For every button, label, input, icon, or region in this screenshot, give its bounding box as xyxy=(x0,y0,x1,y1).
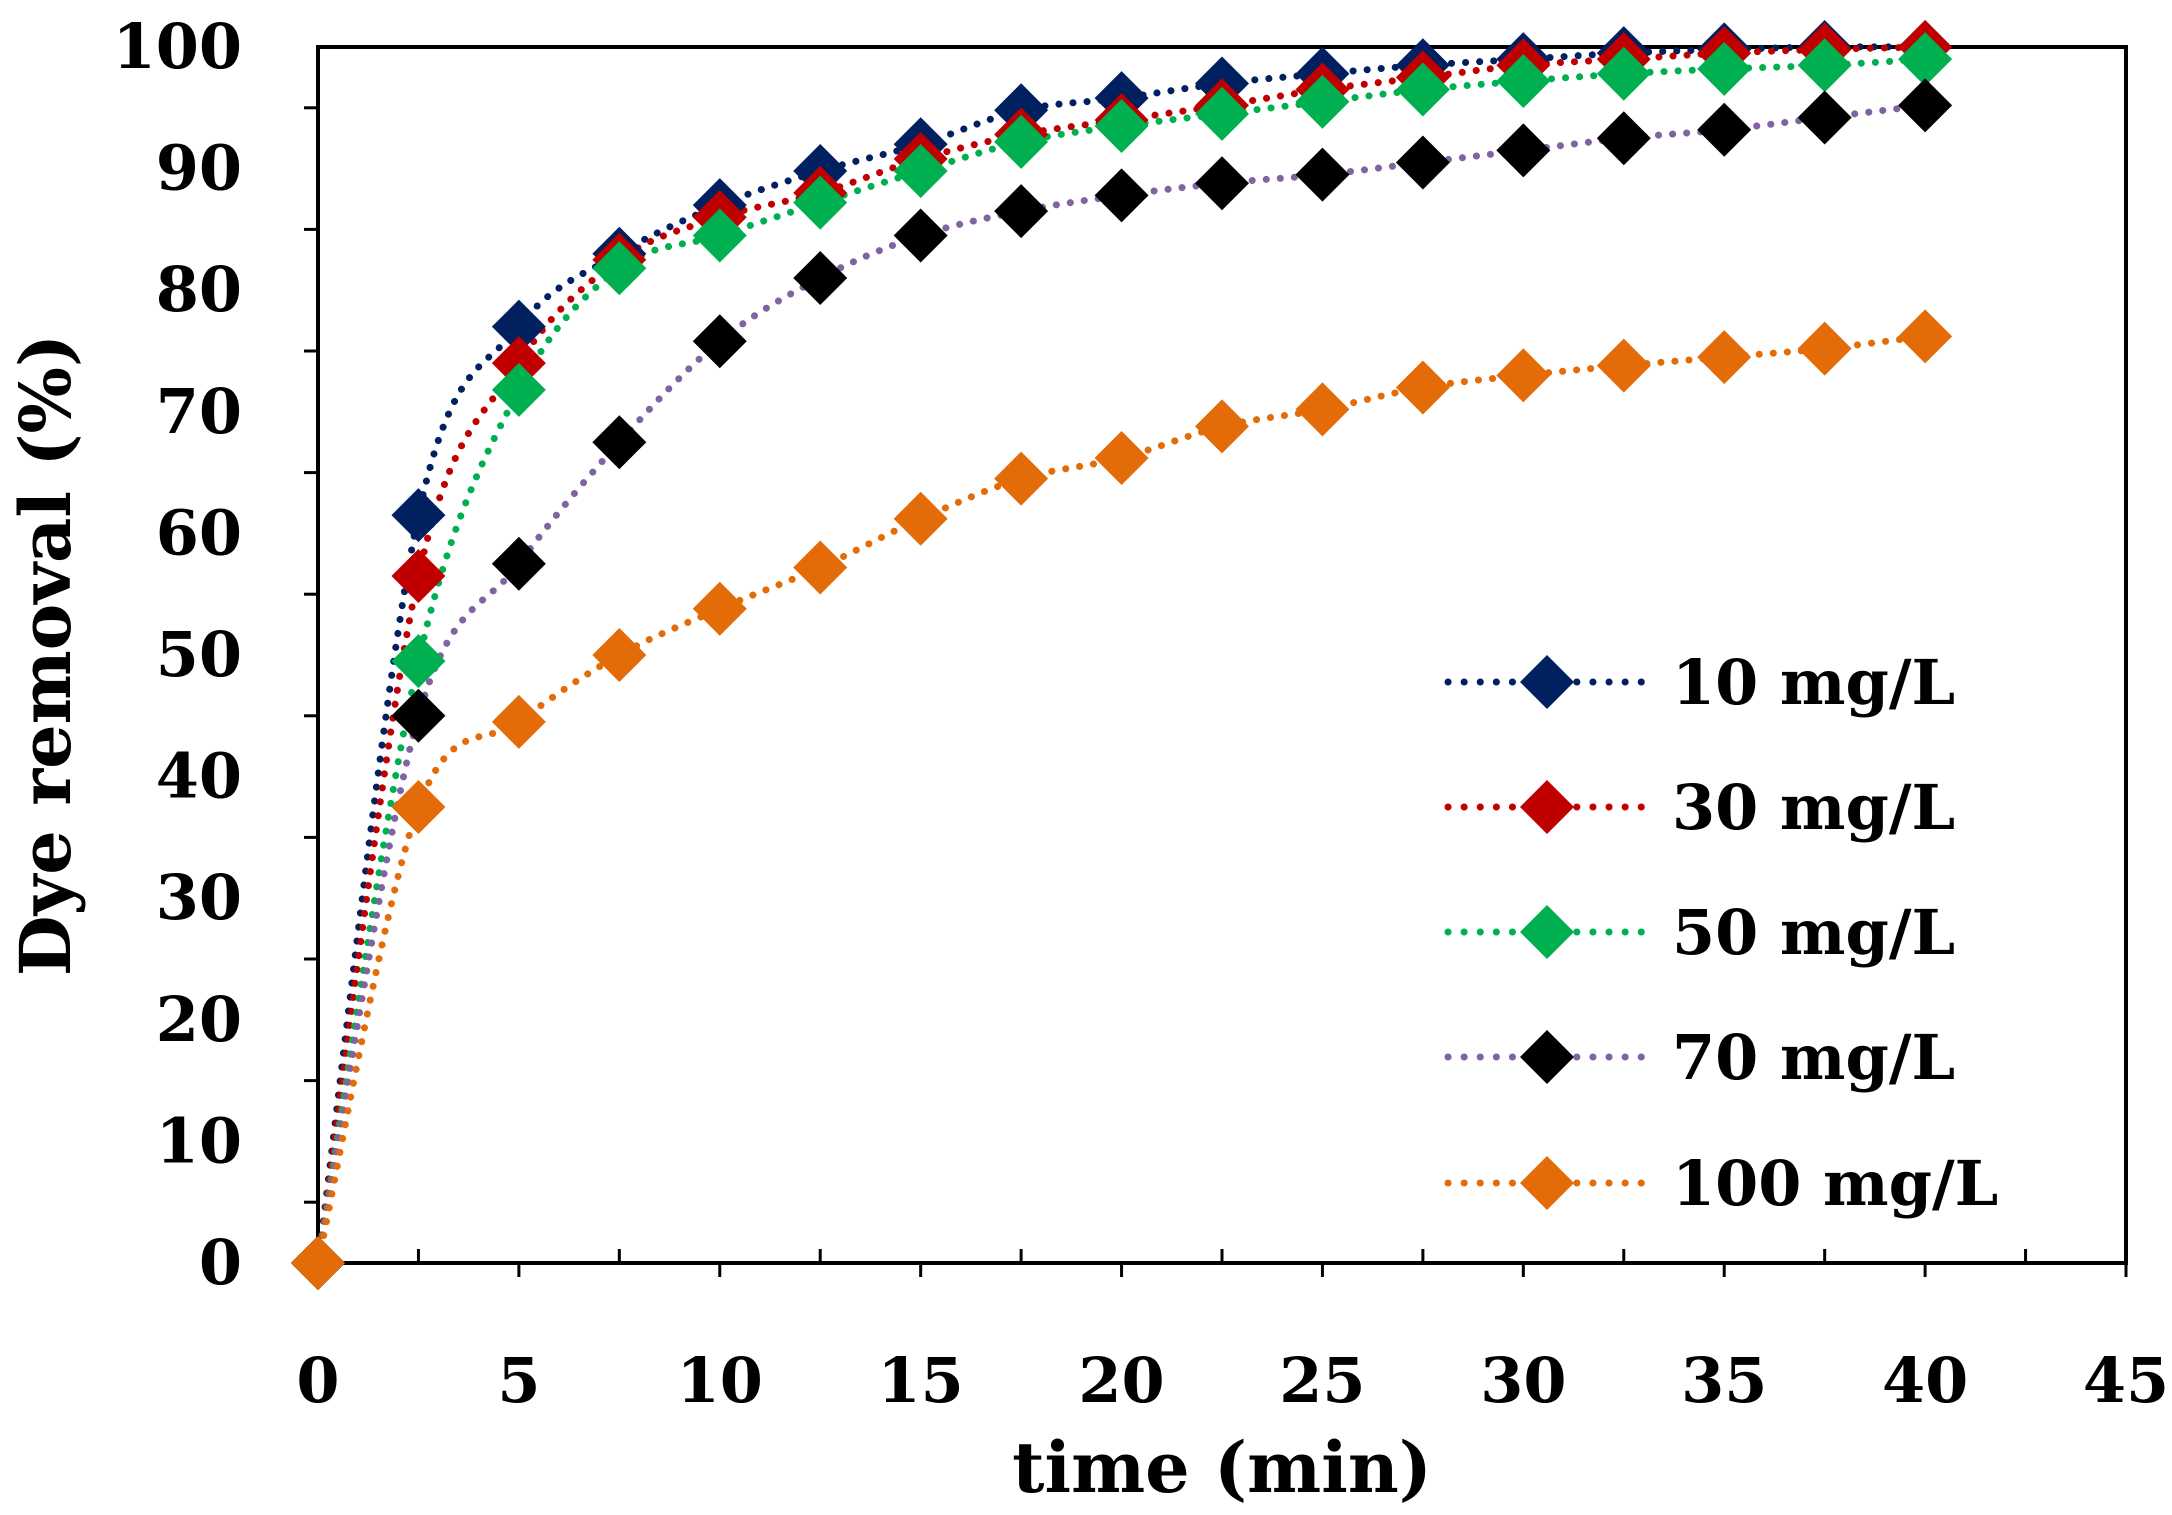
data-point xyxy=(592,628,647,682)
data-point xyxy=(994,184,1049,239)
data-point xyxy=(1596,46,1651,101)
legend-marker xyxy=(1520,1030,1574,1084)
data-point xyxy=(692,314,747,369)
data-point xyxy=(1797,321,1852,376)
data-point xyxy=(793,175,848,230)
legend-label: 10 mg/L xyxy=(1672,646,1955,719)
data-point xyxy=(1797,38,1852,93)
data-point xyxy=(1596,111,1651,166)
data-point xyxy=(692,208,747,263)
x-tick-label: 5 xyxy=(497,1344,540,1417)
y-tick-label: 10 xyxy=(156,1104,242,1177)
data-point xyxy=(1295,147,1350,202)
data-point xyxy=(1898,78,1953,133)
data-point xyxy=(1395,135,1450,190)
data-point xyxy=(1898,32,1953,87)
data-point xyxy=(893,144,948,199)
legend: 10 mg/L 30 mg/L 50 mg/L 70 mg/L 100 mg/L xyxy=(1444,646,1998,1220)
y-tick-label: 40 xyxy=(156,740,242,813)
data-point xyxy=(491,299,546,354)
data-point xyxy=(1898,309,1953,364)
data-point xyxy=(491,536,546,591)
data-point xyxy=(1094,431,1149,486)
data-point xyxy=(692,581,747,636)
data-point xyxy=(1395,62,1450,117)
data-point xyxy=(1295,382,1350,437)
data-point xyxy=(1797,90,1852,145)
legend-marker xyxy=(1520,655,1574,709)
data-point xyxy=(592,415,647,470)
data-point xyxy=(1496,54,1551,109)
legend-label: 50 mg/L xyxy=(1672,896,1955,969)
data-point xyxy=(994,451,1049,506)
data-point xyxy=(391,548,446,603)
data-point xyxy=(391,688,446,743)
y-axis-title: Dye removal (%) xyxy=(4,334,87,976)
data-point xyxy=(1496,348,1551,403)
data-point xyxy=(793,540,848,595)
series-markers xyxy=(291,20,1953,1290)
x-tick-label: 20 xyxy=(1078,1344,1164,1417)
y-tick-label: 20 xyxy=(156,983,242,1056)
data-point xyxy=(491,694,546,749)
data-point xyxy=(391,488,446,543)
y-tick-label: 50 xyxy=(156,618,242,691)
y-tick-label: 0 xyxy=(199,1226,242,1299)
data-point xyxy=(491,362,546,417)
x-tick-label: 30 xyxy=(1480,1344,1566,1417)
data-point xyxy=(1195,156,1249,211)
data-point xyxy=(893,491,948,546)
data-point xyxy=(391,634,446,689)
x-axis-title: time (min) xyxy=(1012,1426,1432,1509)
data-point xyxy=(1395,360,1450,415)
x-tick-label: 45 xyxy=(2083,1344,2169,1417)
data-point xyxy=(291,1236,345,1290)
data-point xyxy=(1496,123,1551,178)
x-tick-label: 40 xyxy=(1882,1344,1968,1417)
x-tick-label: 35 xyxy=(1681,1344,1767,1417)
data-point xyxy=(1697,330,1752,385)
data-point xyxy=(1697,41,1752,96)
data-point xyxy=(793,251,848,306)
x-tick-label: 25 xyxy=(1279,1344,1365,1417)
y-tick-label: 80 xyxy=(156,253,242,326)
data-point xyxy=(1295,74,1350,129)
data-point xyxy=(592,241,647,296)
y-tick-label: 60 xyxy=(156,496,242,569)
y-tick-label: 30 xyxy=(156,861,242,934)
data-point xyxy=(1195,399,1249,454)
legend-marker xyxy=(1520,1156,1574,1210)
data-point xyxy=(1697,102,1752,157)
data-point xyxy=(994,114,1049,169)
legend-marker xyxy=(1520,905,1574,959)
legend-label: 30 mg/L xyxy=(1672,771,1955,844)
y-tick-label: 100 xyxy=(113,10,242,83)
data-point xyxy=(1596,338,1651,393)
x-tick-label: 10 xyxy=(677,1344,763,1417)
data-point xyxy=(1094,168,1149,223)
y-tick-label: 90 xyxy=(156,132,242,205)
data-point xyxy=(391,780,446,834)
data-point xyxy=(893,208,948,263)
legend-label: 70 mg/L xyxy=(1672,1021,1955,1094)
x-tick-label: 15 xyxy=(878,1344,964,1417)
tick-labels: 0 5 10 15 20 25 30 35 40 45 0 10 20 30 40 50 60 70 80 90 100 xyxy=(113,10,2170,1417)
legend-label: 100 mg/L xyxy=(1672,1147,1998,1220)
data-point xyxy=(1094,99,1149,154)
y-tick-label: 70 xyxy=(156,375,242,448)
x-tick-label: 0 xyxy=(296,1344,339,1417)
data-point xyxy=(1195,86,1249,141)
legend-marker xyxy=(1520,780,1574,834)
axis-ticks xyxy=(304,106,2128,1277)
